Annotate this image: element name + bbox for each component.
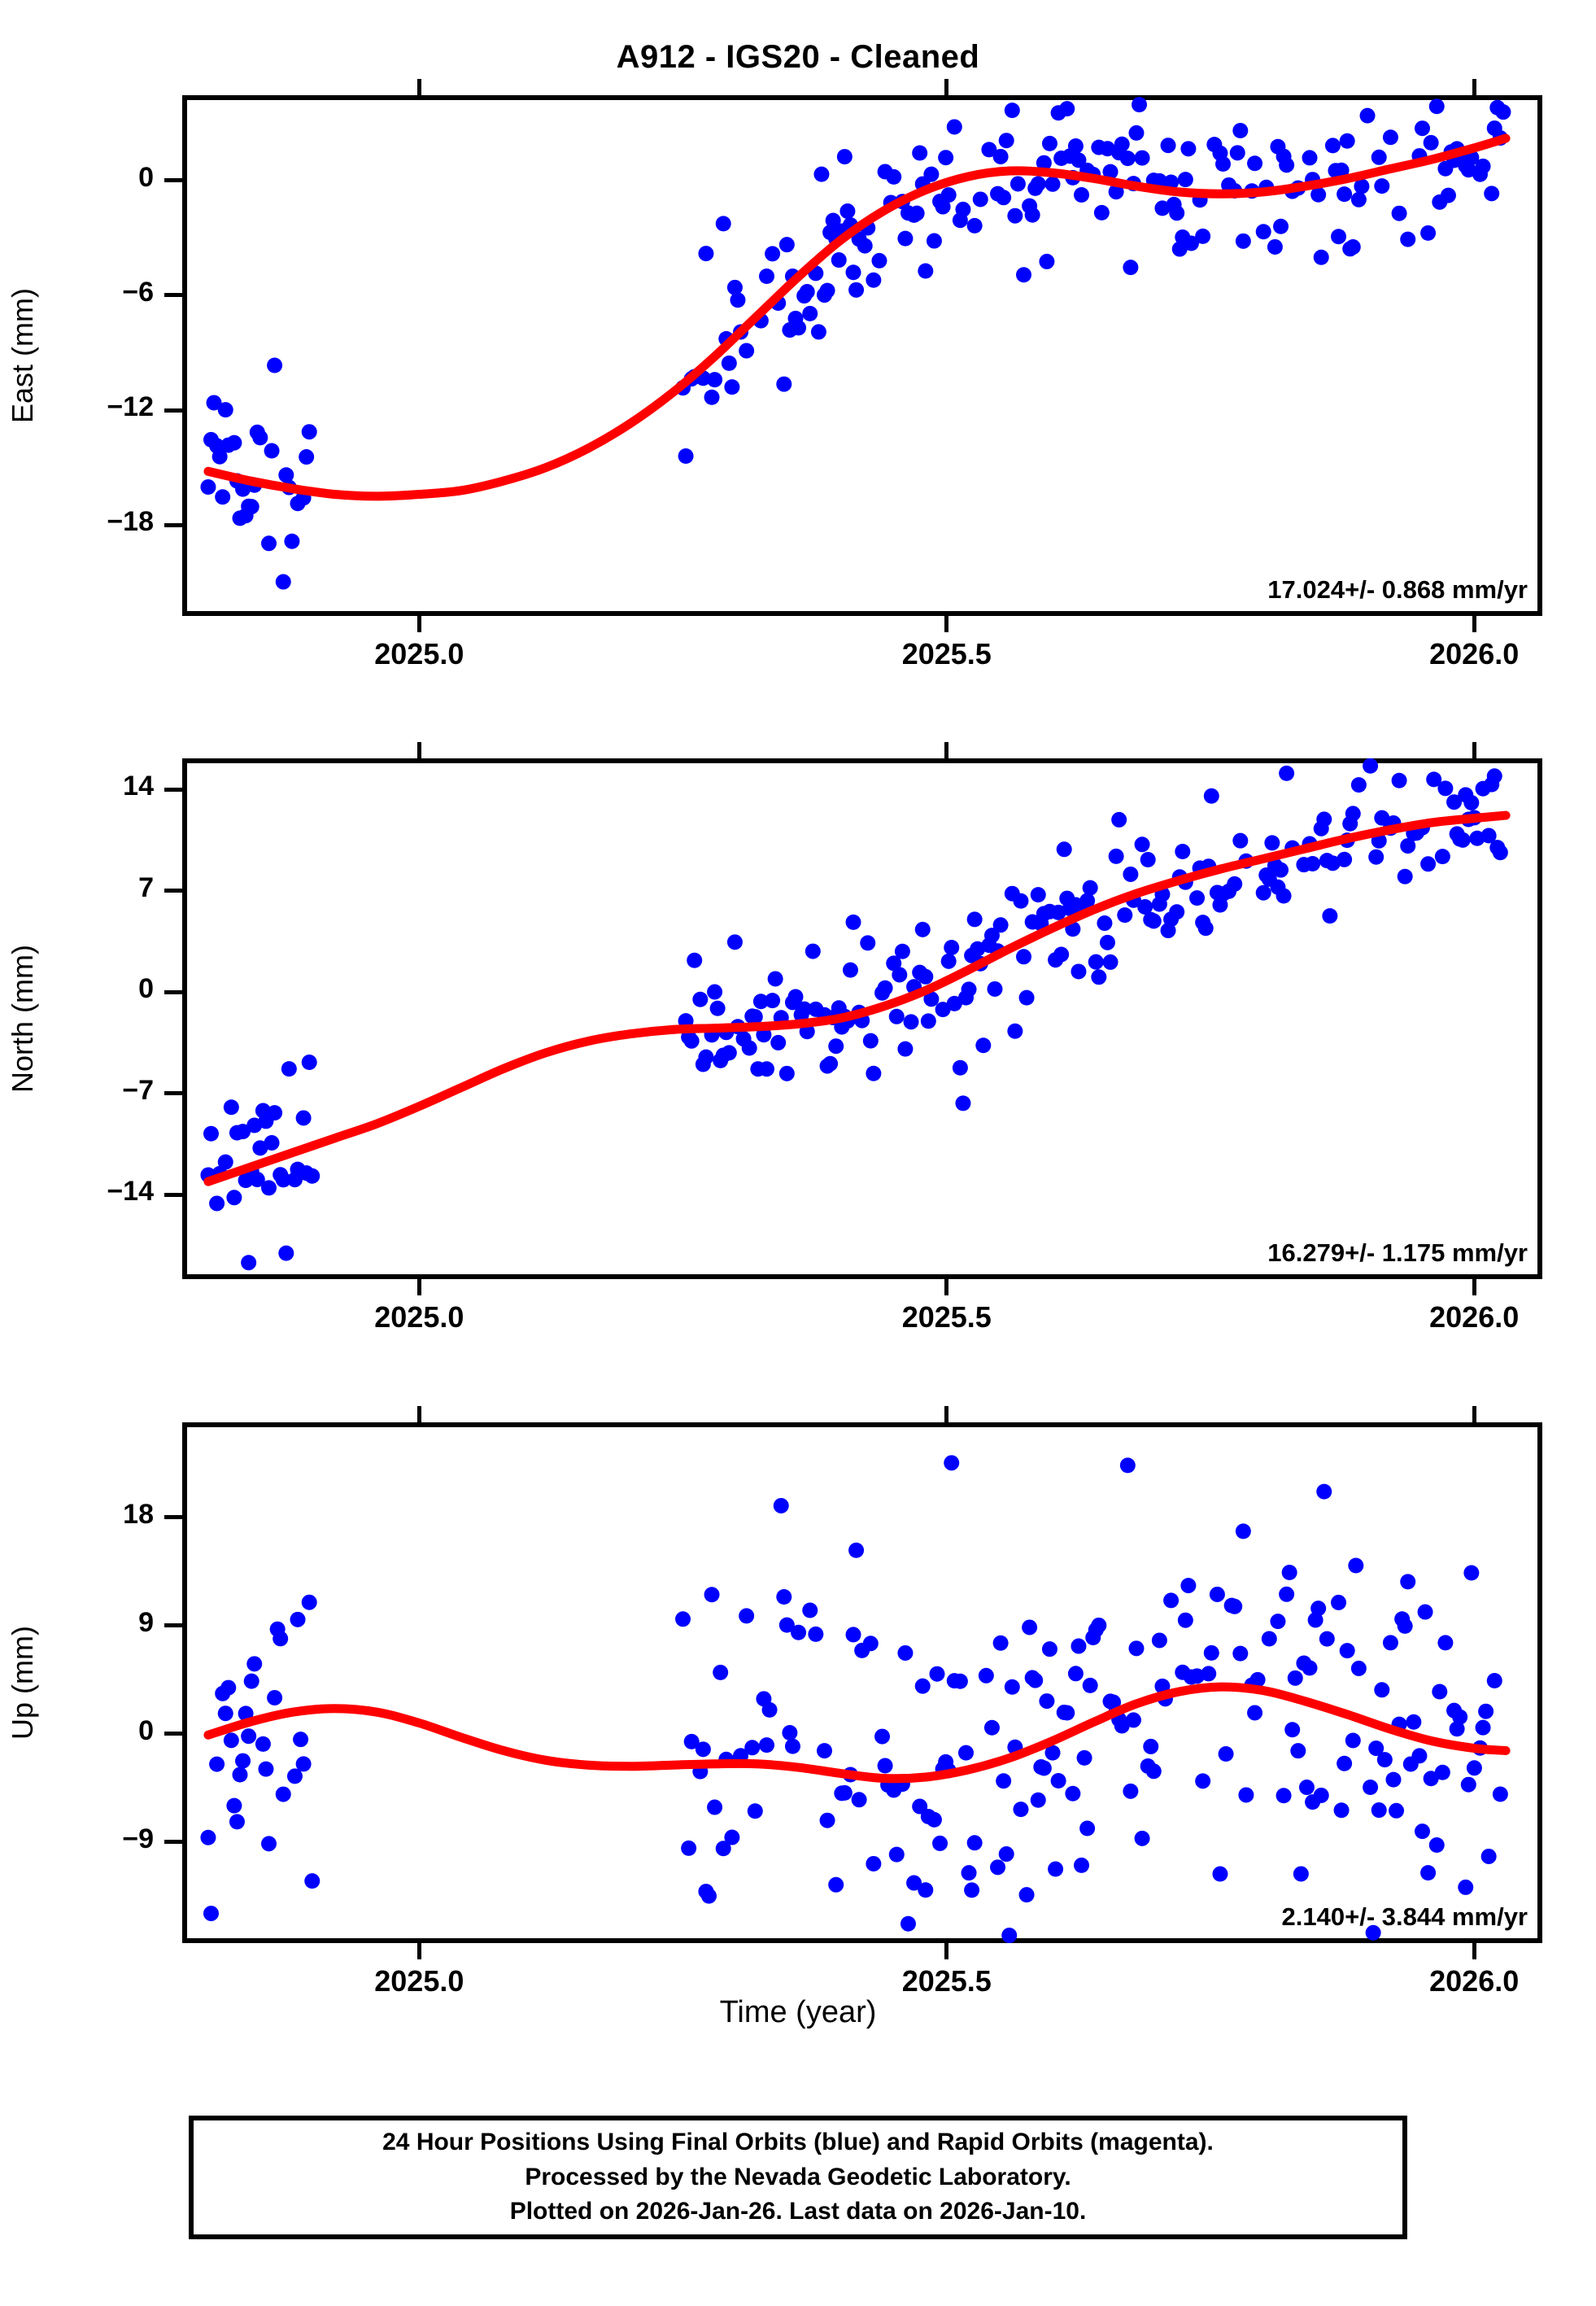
north-data-points bbox=[200, 758, 1508, 1271]
up-model-curve bbox=[203, 1682, 1511, 1784]
east-data-points bbox=[200, 97, 1511, 590]
north-xtick-label: 2025.0 bbox=[374, 1300, 464, 1334]
east-ytick-label: 0 bbox=[138, 161, 154, 193]
north-xtick-mark-bottom bbox=[944, 1279, 949, 1295]
north-model-curve bbox=[203, 810, 1511, 1186]
north-ytick-mark bbox=[164, 1192, 182, 1197]
up-ytick-label: 18 bbox=[123, 1498, 154, 1530]
east-xtick-mark-top bbox=[1472, 79, 1476, 95]
up-ytick-mark bbox=[164, 1732, 182, 1736]
north-xtick-mark-bottom bbox=[416, 1279, 421, 1295]
up-ytick-label: −9 bbox=[122, 1823, 154, 1854]
panel-east: 17.024+/- 0.868 mm/yr bbox=[182, 95, 1542, 616]
east-ytick-label: −18 bbox=[107, 506, 154, 538]
east-xtick-label: 2026.0 bbox=[1429, 637, 1520, 670]
panel-up: 2.140+/- 3.844 mm/yr bbox=[182, 1422, 1542, 1943]
up-xtick-label: 2025.5 bbox=[901, 1964, 992, 1998]
footer-line-2: Processed by the Nevada Geodetic Laborat… bbox=[525, 2163, 1071, 2190]
north-ytick-label: −14 bbox=[107, 1176, 154, 1208]
footer-note-box: 24 Hour Positions Using Final Orbits (bl… bbox=[189, 2116, 1407, 2239]
east-ytick-mark bbox=[164, 408, 182, 413]
north-xtick-mark-top bbox=[1472, 742, 1476, 758]
panel-up-plot bbox=[200, 1455, 1511, 1943]
panel-up-frame bbox=[182, 1422, 1542, 1943]
north-xtick-mark-top bbox=[416, 742, 421, 758]
up-xtick-mark-top bbox=[944, 1406, 949, 1422]
up-ytick-label: 0 bbox=[138, 1714, 154, 1746]
east-xtick-label: 2025.0 bbox=[374, 637, 464, 670]
north-ytick-label: −7 bbox=[122, 1074, 154, 1106]
east-xtick-mark-bottom bbox=[416, 616, 421, 632]
east-xtick-mark-top bbox=[944, 79, 949, 95]
x-axis-label: Time (year) bbox=[719, 1995, 877, 2029]
east-xtick-mark-bottom bbox=[944, 616, 949, 632]
up-xtick-label: 2025.0 bbox=[374, 1964, 464, 1998]
up-ytick-mark bbox=[164, 1623, 182, 1628]
east-xtick-mark-top bbox=[416, 79, 421, 95]
north-ytick-mark bbox=[164, 787, 182, 792]
east-rate-annotation: 17.024+/- 0.868 mm/yr bbox=[1267, 575, 1528, 604]
up-ytick-label: 9 bbox=[138, 1606, 154, 1638]
up-xtick-mark-bottom bbox=[416, 1943, 421, 1959]
north-xtick-label: 2026.0 bbox=[1429, 1300, 1520, 1334]
up-xtick-mark-bottom bbox=[944, 1943, 949, 1959]
north-ytick-mark bbox=[164, 1091, 182, 1096]
north-ytick-label: 0 bbox=[138, 973, 154, 1005]
east-ytick-label: −12 bbox=[107, 391, 154, 423]
up-xtick-mark-top bbox=[1472, 1406, 1476, 1422]
east-ytick-mark bbox=[164, 293, 182, 298]
north-rate-annotation: 16.279+/- 1.175 mm/yr bbox=[1267, 1238, 1528, 1267]
east-xtick-mark-bottom bbox=[1472, 616, 1476, 632]
east-ytick-mark bbox=[164, 178, 182, 183]
north-xtick-mark-top bbox=[944, 742, 949, 758]
north-ytick-mark bbox=[164, 989, 182, 994]
north-xtick-mark-bottom bbox=[1472, 1279, 1476, 1295]
north-ytick-label: 14 bbox=[123, 771, 154, 802]
up-ytick-mark bbox=[164, 1840, 182, 1845]
panel-north: 16.279+/- 1.175 mm/yr bbox=[182, 758, 1542, 1279]
up-ytick-mark bbox=[164, 1515, 182, 1520]
up-rate-annotation: 2.140+/- 3.844 mm/yr bbox=[1281, 1902, 1528, 1931]
panel-east-plot bbox=[200, 97, 1511, 590]
up-xtick-label: 2026.0 bbox=[1429, 1964, 1520, 1998]
up-data-points bbox=[200, 1455, 1508, 1943]
east-ytick-label: −6 bbox=[122, 276, 154, 308]
panel-north-plot bbox=[200, 758, 1511, 1271]
north-xtick-label: 2025.5 bbox=[901, 1300, 992, 1334]
page-title: A912 - IGS20 - Cleaned bbox=[616, 39, 980, 75]
footer-line-1: 24 Hour Positions Using Final Orbits (bl… bbox=[382, 2129, 1214, 2156]
up-xtick-mark-bottom bbox=[1472, 1943, 1476, 1959]
up-xtick-mark-top bbox=[416, 1406, 421, 1422]
east-ytick-mark bbox=[164, 522, 182, 527]
east-xtick-label: 2025.5 bbox=[901, 637, 992, 670]
north-ytick-mark bbox=[164, 889, 182, 893]
footer-line-3: Plotted on 2026-Jan-26. Last data on 202… bbox=[509, 2198, 1087, 2225]
east-model-curve bbox=[203, 133, 1511, 501]
north-ytick-label: 7 bbox=[138, 871, 154, 903]
